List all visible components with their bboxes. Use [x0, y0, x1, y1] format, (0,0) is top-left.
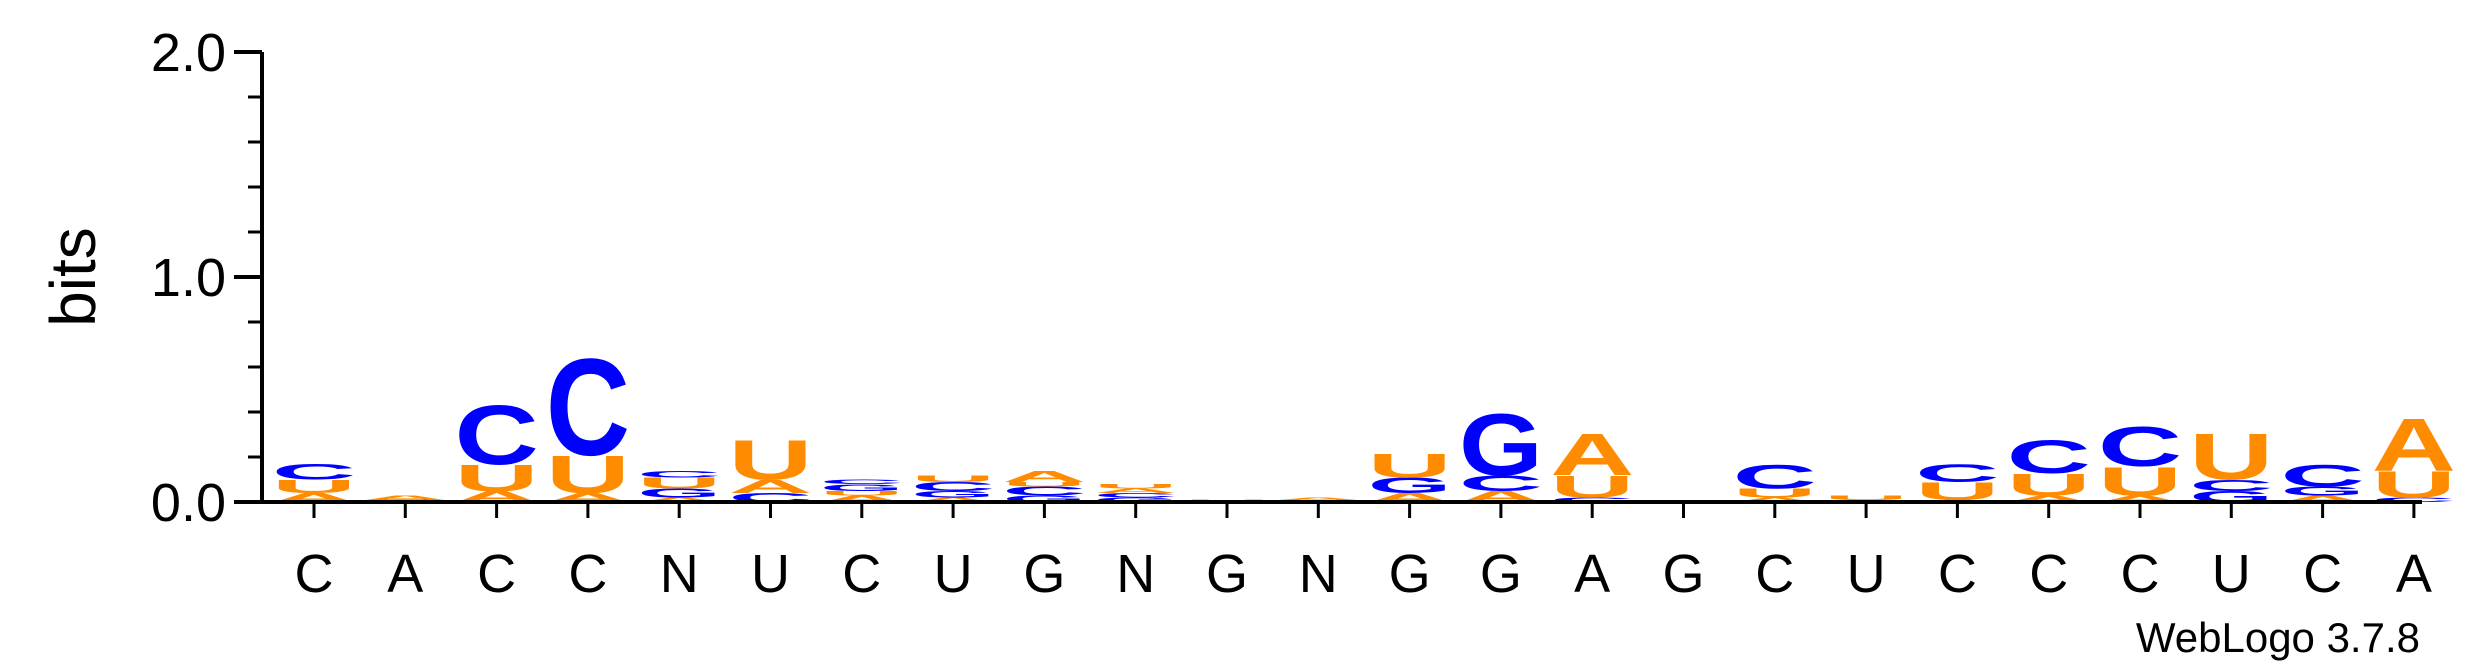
logo-glyph-a: A [820, 493, 904, 504]
logo-glyph-u: U [546, 445, 630, 504]
consensus-base-label: C [1755, 544, 1794, 604]
logo-glyph-c: C [1459, 471, 1543, 496]
logo-glyph-a: A [637, 496, 721, 503]
logo-glyph-a: A [1550, 421, 1634, 488]
logo-glyph-u: U [1094, 483, 1178, 490]
logo-glyph-g: G [1003, 494, 1087, 504]
logo-glyph-u: U [911, 473, 995, 484]
consensus-base-label: G [1662, 544, 1704, 604]
logo-glyph-c: C [2007, 430, 2091, 483]
consensus-base-label: C [477, 544, 516, 604]
y-axis-ticks: 0.0 1.0 2.0 [151, 23, 262, 533]
logo-glyph-u: U [637, 474, 721, 492]
logo-glyph-g: G [2281, 484, 2365, 498]
consensus-base-label: U [2212, 544, 2251, 604]
logo-glyph-c: C [2189, 477, 2273, 495]
logo-glyph-c: C [637, 469, 721, 480]
y-tick-label: 0.0 [151, 473, 226, 533]
consensus-base-label: C [2029, 544, 2068, 604]
consensus-base-label: C [842, 544, 881, 604]
logo-glyph-c: C [2280, 458, 2364, 493]
logo-glyph-g: G [637, 486, 721, 500]
logo-glyph-c: C [546, 330, 630, 485]
logo-glyph-u: U [1824, 494, 1908, 501]
consensus-base-label: C [1938, 544, 1977, 604]
logo-glyph-c: C [911, 479, 995, 493]
consensus-base-label: C [2121, 544, 2160, 604]
consensus-base-label: G [1480, 544, 1522, 604]
consensus-base-label: U [934, 544, 973, 604]
logo-glyph-a: A [1733, 496, 1817, 503]
y-tick-label: 2.0 [151, 23, 226, 83]
consensus-base-label: N [1116, 544, 1155, 604]
consensus-base-label: U [1847, 544, 1886, 604]
consensus-base-label: U [751, 544, 790, 604]
consensus-base-label: A [1574, 544, 1610, 604]
logo-glyph-u: U [272, 476, 356, 497]
logo-glyph-g: G [1368, 473, 1452, 497]
consensus-base-label: C [2303, 544, 2342, 604]
consensus-base-label: G [1389, 544, 1431, 604]
logo-glyph-a: A [728, 476, 812, 497]
logo-glyph-c: C [1550, 496, 1634, 503]
logo-glyph-u: U [728, 429, 812, 492]
logo-glyph-a: A [363, 494, 447, 501]
logo-glyph-g: G [911, 489, 995, 499]
y-axis-label: bits [37, 227, 109, 327]
logo-glyph-g: G [1459, 395, 1543, 493]
logo-glyph-a: A [2007, 493, 2091, 504]
logo-glyph-stacks: AUCCAAUCAUCAGUCCAUAUGCAGCUGCUAGCAUAUUAAG… [272, 330, 2456, 505]
logo-glyph-g: G [1094, 496, 1178, 503]
logo-glyph-c: C [1002, 484, 1086, 498]
logo-glyph-a: A [2372, 402, 2456, 486]
logo-glyph-g: G [820, 482, 904, 492]
consensus-base-label: A [387, 544, 423, 604]
consensus-base-label: N [1299, 544, 1338, 604]
weblogo-credit: WebLogo 3.7.8 [2136, 614, 2420, 661]
consensus-base-label: C [568, 544, 607, 604]
logo-glyph-a: A [2280, 493, 2364, 504]
logo-glyph-u: U [2098, 458, 2182, 504]
consensus-base-label: N [660, 544, 699, 604]
logo-glyph-u: U [1002, 481, 1086, 488]
logo-glyph-u: U [2372, 464, 2456, 506]
logo-glyph-c: C [2372, 496, 2456, 503]
logo-glyph-c: C [454, 387, 538, 482]
logo-glyph-a: A [1002, 468, 1086, 486]
logo-glyph-u: U [820, 490, 904, 497]
logo-glyph-c: C [1094, 492, 1178, 499]
consensus-base-label: G [1023, 544, 1065, 604]
logo-glyph-c: C [820, 478, 904, 485]
logo-glyph-u: U [1367, 446, 1451, 485]
logo-glyph-u: U [1550, 470, 1634, 505]
logo-glyph-a: A [2098, 493, 2182, 504]
logo-glyph-u: U [2007, 467, 2091, 502]
logo-glyph-c: C [1733, 458, 1817, 497]
consensus-base-label: A [2396, 544, 2432, 604]
y-tick-label: 1.0 [151, 248, 226, 308]
logo-glyph-u: U [1733, 486, 1817, 500]
consensus-base-label: C [295, 544, 334, 604]
logo-glyph-c: C [272, 460, 356, 485]
logo-glyph-u: U [2189, 420, 2273, 494]
logo-glyph-a: A [911, 496, 995, 503]
logo-glyph-c: C [1915, 459, 1999, 487]
consensus-base-label: G [1206, 544, 1248, 604]
logo-glyph-c: C [2098, 415, 2182, 478]
logo-glyph-u: U [454, 457, 538, 499]
logo-glyph-a: A [1094, 487, 1178, 494]
logo-glyph-a: A [1276, 497, 1360, 501]
